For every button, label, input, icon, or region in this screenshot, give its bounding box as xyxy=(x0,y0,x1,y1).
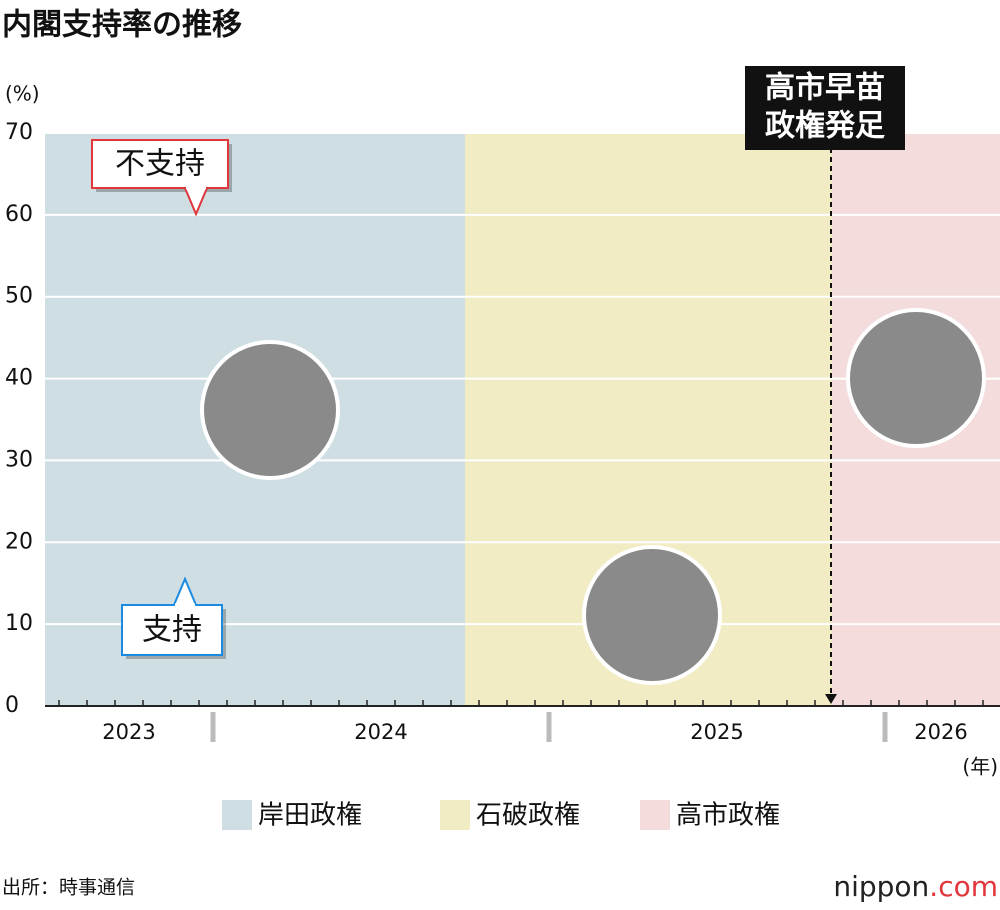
photo xyxy=(582,545,722,685)
photo xyxy=(846,308,986,448)
y-tick-label: 20 xyxy=(5,529,33,554)
photo xyxy=(200,340,340,480)
y-tick-label: 50 xyxy=(5,284,33,309)
legend-swatch xyxy=(440,800,470,830)
x-unit: (年) xyxy=(962,755,998,779)
callout-box xyxy=(91,139,229,189)
year-label: 2025 xyxy=(690,720,743,744)
annotation-text: 高市早苗 xyxy=(765,71,885,106)
y-tick-label: 40 xyxy=(5,366,33,391)
y-tick-label: 10 xyxy=(5,611,33,636)
legend-label: 岸田政権 xyxy=(258,801,362,831)
y-unit: (%) xyxy=(5,82,40,106)
legend-swatch xyxy=(222,800,252,830)
logo-suffix: .com xyxy=(929,870,998,903)
logo: nippon.com xyxy=(833,870,998,903)
callout-pointer xyxy=(184,187,208,217)
source: 出所：時事通信 xyxy=(2,877,135,899)
legend-swatch xyxy=(640,800,670,830)
y-tick-label: 30 xyxy=(5,447,33,472)
logo-main: nippon xyxy=(833,870,929,903)
legend-label: 不支持 xyxy=(115,147,205,182)
annotation-arrow xyxy=(825,694,837,704)
y-tick-label: 60 xyxy=(5,202,33,227)
year-label: 2026 xyxy=(914,720,967,744)
year-label: 2023 xyxy=(102,720,155,744)
callout-pointer xyxy=(173,576,197,606)
legend-label: 高市政権 xyxy=(676,801,780,831)
legend-label: 支持 xyxy=(142,613,202,648)
annotation-box xyxy=(745,66,905,150)
annotation-text: 政権発足 xyxy=(765,109,885,144)
callout-box xyxy=(121,604,223,656)
chart-title: 内閣支持率の推移 xyxy=(2,8,242,43)
y-tick-label: 70 xyxy=(5,120,33,145)
legend-label: 石破政権 xyxy=(476,801,580,831)
y-tick-label: 0 xyxy=(5,693,19,718)
year-label: 2024 xyxy=(354,720,407,744)
